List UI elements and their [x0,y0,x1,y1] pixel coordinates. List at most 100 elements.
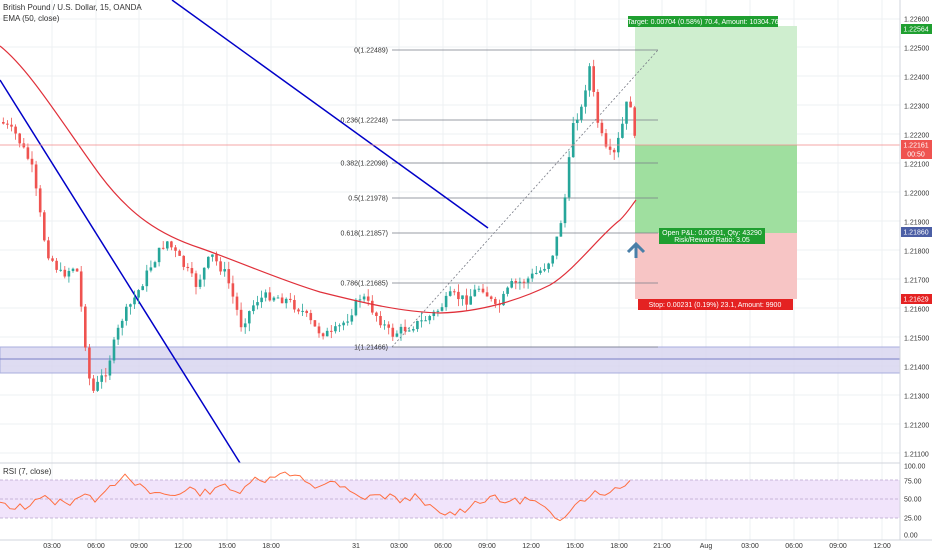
badge-stop: 1.21629 [901,294,932,304]
candle-body [354,299,358,316]
candle-body [215,254,218,262]
candle-body [198,279,202,287]
price-axis-ticks: 1.226001.225001.224001.223001.222001.221… [904,17,929,459]
open-pl-label[interactable]: Open P&L: 0.00301, Qty: 43290 Risk/Rewar… [659,228,765,244]
candle-body [526,278,530,283]
candle-body [563,197,567,224]
candle-body [576,119,579,124]
badge-target: 1.22564 [901,24,932,34]
arrow-up-icon[interactable] [626,241,646,258]
fib-level-label: 0(1.22489) [354,48,388,55]
rsi-tick-label: 50.00 [904,497,922,504]
time-tick-label: 06:00 [785,543,803,550]
price-axis[interactable] [900,0,932,540]
fibonacci-retracement[interactable] [391,49,659,348]
trendline-upper[interactable] [171,0,489,229]
candle-body [149,267,153,271]
time-axis[interactable] [0,540,932,550]
price-tick-label: 1.22600 [904,17,929,24]
target-label[interactable]: Target: 0.00704 (0.58%) 70.4, Amount: 10… [627,16,779,27]
candle-body [6,123,9,125]
candle-body [629,101,632,108]
svg-text:Target: 0.00704 (0.58%) 70.4,: Target: 0.00704 (0.58%) 70.4, Amount: 10… [627,19,778,26]
candle-body [338,325,341,327]
candle-body [10,124,13,127]
candle-body [211,254,214,257]
candle-body [584,90,587,107]
candle-body [444,295,448,308]
svg-text:1.21629: 1.21629 [903,297,928,304]
price-tick-label: 1.22400 [904,75,929,82]
price-tick-label: 1.22500 [904,46,929,53]
candle-body [276,297,280,299]
ema-indicator-label[interactable]: EMA (50, close) [3,14,60,23]
candle-body [157,247,161,263]
candle-body [547,263,550,269]
candle-body [530,273,534,279]
candle-body [608,146,612,150]
candle-body [522,281,526,283]
candle-body [190,268,194,274]
price-tick-label: 1.21900 [904,220,929,227]
candle-body [256,302,259,306]
time-tick-label: 12:00 [174,543,192,550]
candle-body [248,311,251,324]
svg-text:Risk/Reward Ratio: 3.05: Risk/Reward Ratio: 3.05 [674,237,750,244]
price-tick-label: 1.21100 [904,452,929,459]
time-axis-labels: 03:00 06:00 09:00 12:00 15:00 18:00 31 03:00 06:… [43,543,891,550]
candle-body [514,280,518,283]
candle-body [34,164,38,189]
candle-body [219,261,222,272]
candle-body [633,107,636,136]
candle-body [63,269,67,277]
price-tick-label: 1.21600 [904,307,929,314]
candle-body [129,304,132,307]
price-tick-label: 1.21200 [904,423,929,430]
profit-zone[interactable] [635,145,797,233]
candle-body [325,330,329,337]
candle-body [202,267,206,280]
rsi-axis-ticks: 100.00 75.00 50.00 25.00 0.00 [904,464,926,540]
candle-body [350,315,354,322]
time-tick-label: 09:00 [130,543,148,550]
svg-text:1.22161: 1.22161 [903,143,928,150]
support-zone[interactable] [0,346,901,374]
candle-body [260,297,263,303]
candle-body [375,312,378,316]
candle-body [108,360,112,376]
candle-body [207,256,210,268]
candle-body [2,122,5,124]
price-tick-label: 1.22200 [904,133,929,140]
symbol-title[interactable]: British Pound / U.S. Dollar, 15, OANDA [3,3,142,12]
svg-text:Stop: 0.00231 (0.19%) 23.1, Am: Stop: 0.00231 (0.19%) 23.1, Amount: 9900 [649,302,782,309]
candle-body [330,330,333,332]
candle-body [395,333,399,337]
candle-body [43,212,46,241]
stop-label[interactable]: Stop: 0.00231 (0.19%) 23.1, Amount: 9900 [638,299,793,310]
candle-body [272,297,276,301]
candle-body [313,320,317,327]
svg-text:1.21860: 1.21860 [903,230,928,237]
candle-body [293,299,296,310]
candle-body [416,320,419,330]
candle-body [469,296,472,305]
candle-body [399,326,403,334]
rsi-indicator-label[interactable]: RSI (7, close) [3,467,52,476]
candle-body [14,126,17,134]
candle-body [494,298,497,304]
candlesticks [2,59,636,393]
svg-text:Open P&L: 0.00301, Qty: 43290: Open P&L: 0.00301, Qty: 43290 [662,230,762,237]
candle-body [334,326,337,332]
candle-body [133,297,136,305]
candle-body [543,268,546,271]
candle-body [539,270,542,273]
price-tick-label: 1.21500 [904,336,929,343]
target-zone[interactable] [635,26,797,145]
candle-body [71,268,75,271]
candle-body [428,316,431,321]
candle-body [379,315,382,326]
candle-body [342,322,345,326]
time-tick-label: 06:00 [434,543,452,550]
trendline-lower[interactable] [0,79,241,464]
